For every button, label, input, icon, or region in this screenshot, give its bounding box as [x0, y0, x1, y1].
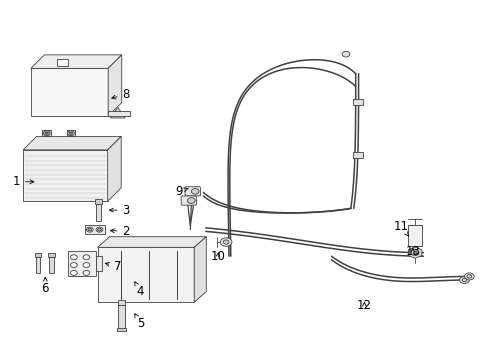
- Polygon shape: [97, 247, 194, 302]
- Polygon shape: [194, 237, 206, 302]
- Circle shape: [97, 228, 101, 231]
- Polygon shape: [31, 68, 108, 116]
- Circle shape: [83, 255, 90, 260]
- Bar: [352, 99, 363, 105]
- Bar: [95, 204, 101, 221]
- Circle shape: [83, 270, 90, 275]
- Circle shape: [342, 51, 349, 57]
- Circle shape: [459, 276, 468, 283]
- Circle shape: [466, 275, 471, 278]
- Circle shape: [187, 198, 195, 203]
- Text: 7: 7: [105, 260, 122, 273]
- FancyBboxPatch shape: [181, 196, 196, 205]
- Text: 9: 9: [175, 185, 188, 198]
- Circle shape: [43, 131, 50, 136]
- Bar: [36, 257, 41, 273]
- Polygon shape: [108, 55, 122, 116]
- Bar: [95, 199, 102, 204]
- Circle shape: [70, 262, 77, 267]
- Circle shape: [67, 131, 74, 136]
- Bar: [48, 253, 54, 257]
- Text: 13: 13: [405, 245, 419, 258]
- Circle shape: [191, 189, 199, 194]
- Bar: [117, 328, 126, 331]
- Circle shape: [70, 270, 77, 275]
- Bar: [85, 225, 105, 234]
- Circle shape: [96, 227, 102, 232]
- Text: 6: 6: [41, 277, 49, 294]
- Polygon shape: [23, 150, 107, 201]
- Circle shape: [223, 240, 228, 244]
- Text: 10: 10: [210, 251, 225, 264]
- Circle shape: [86, 227, 93, 232]
- Circle shape: [220, 238, 231, 246]
- Circle shape: [83, 262, 90, 267]
- Circle shape: [69, 132, 72, 134]
- Circle shape: [410, 250, 418, 256]
- Bar: [35, 253, 41, 257]
- Bar: [49, 257, 53, 273]
- Polygon shape: [107, 136, 121, 201]
- Polygon shape: [31, 55, 122, 68]
- Circle shape: [45, 132, 48, 134]
- Text: 5: 5: [135, 314, 144, 330]
- Text: 4: 4: [135, 282, 144, 298]
- Bar: [68, 251, 96, 276]
- Bar: [118, 300, 125, 305]
- Text: 3: 3: [109, 204, 129, 217]
- Circle shape: [70, 255, 77, 260]
- Bar: [118, 305, 125, 329]
- Text: 1: 1: [13, 175, 34, 188]
- Text: 12: 12: [356, 299, 371, 312]
- Polygon shape: [110, 107, 125, 118]
- Polygon shape: [23, 136, 121, 150]
- Text: 8: 8: [112, 88, 129, 101]
- Bar: [42, 130, 51, 136]
- Bar: [66, 130, 75, 136]
- Polygon shape: [97, 237, 206, 247]
- Bar: [57, 59, 68, 66]
- Bar: [96, 256, 102, 271]
- Circle shape: [412, 251, 416, 254]
- Polygon shape: [108, 111, 130, 116]
- FancyBboxPatch shape: [184, 187, 200, 196]
- Circle shape: [88, 228, 92, 231]
- Bar: [407, 225, 422, 246]
- Bar: [352, 152, 363, 158]
- Text: 11: 11: [393, 220, 408, 236]
- Circle shape: [461, 278, 466, 282]
- Circle shape: [464, 273, 473, 280]
- Text: 2: 2: [110, 225, 129, 238]
